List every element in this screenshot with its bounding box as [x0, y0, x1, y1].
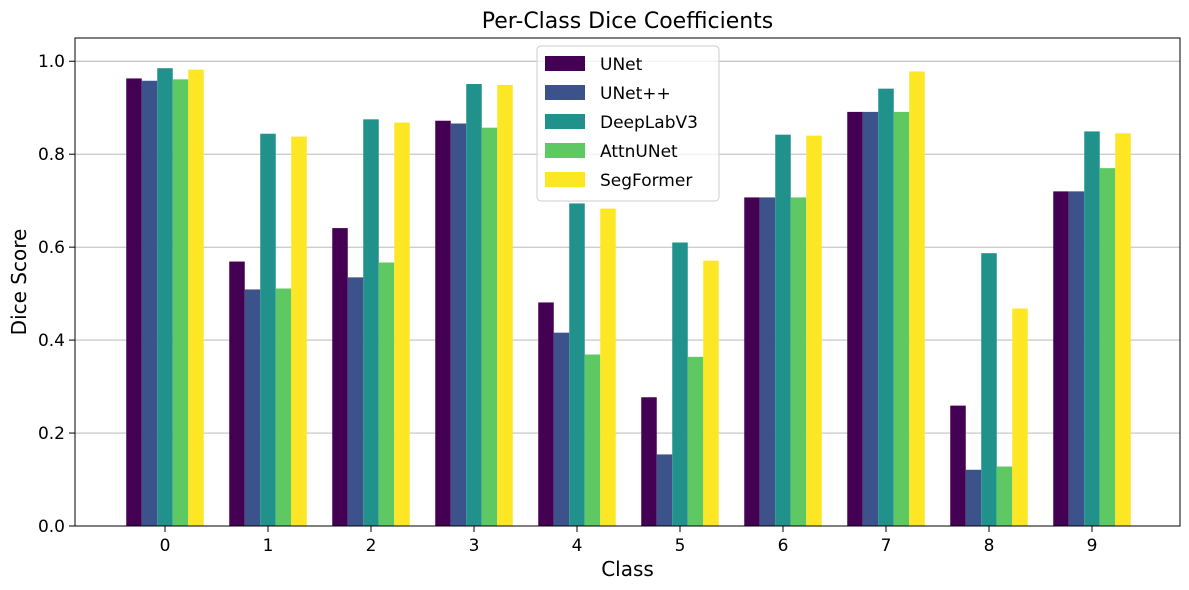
bar-segformer-class-6 — [806, 135, 822, 526]
bar-deeplabv3-class-8 — [981, 253, 997, 527]
bar-attnunet-class-8 — [996, 466, 1013, 526]
legend-label: SegFormer — [600, 171, 692, 191]
bar-segformer-class-1 — [291, 136, 307, 526]
bar-unet-class-2 — [332, 228, 348, 526]
bar-unet-class-4 — [538, 302, 554, 526]
x-tick-label: 4 — [572, 536, 583, 556]
x-tick-label: 3 — [469, 536, 480, 556]
bar-segformer-class-4 — [600, 208, 616, 526]
bar-segformer-class-0 — [188, 69, 204, 526]
x-axis-label: Class — [601, 557, 654, 581]
bar-unet--class-2 — [347, 277, 364, 526]
bar-segformer-class-3 — [497, 84, 513, 526]
legend-swatch — [545, 172, 585, 187]
bar-attnunet-class-5 — [687, 356, 704, 526]
legend-label: DeepLabV3 — [600, 113, 698, 133]
legend-swatch — [545, 143, 585, 158]
bar-unet-class-9 — [1053, 191, 1069, 526]
legend-swatch — [545, 85, 585, 100]
bar-unet--class-4 — [553, 332, 570, 526]
x-tick-label: 2 — [366, 536, 377, 556]
bar-unet-class-6 — [744, 197, 760, 526]
legend-swatch — [545, 114, 585, 129]
bar-unet--class-6 — [759, 197, 776, 526]
y-tick-label: 1.0 — [38, 52, 65, 72]
bar-unet-class-3 — [435, 120, 451, 527]
bar-unet--class-1 — [244, 289, 261, 526]
bar-segformer-class-8 — [1012, 308, 1028, 526]
bar-attnunet-class-6 — [790, 197, 807, 526]
bar-attnunet-class-4 — [584, 354, 601, 526]
bar-unet--class-9 — [1068, 191, 1085, 526]
bar-deeplabv3-class-7 — [878, 88, 894, 526]
bar-deeplabv3-class-5 — [672, 242, 688, 526]
y-tick-label: 0.8 — [38, 145, 65, 165]
bar-attnunet-class-1 — [275, 288, 292, 526]
bar-unet-class-1 — [229, 261, 245, 526]
y-tick-label: 0.0 — [38, 517, 65, 537]
y-tick-label: 0.6 — [38, 238, 65, 258]
bar-deeplabv3-class-2 — [363, 119, 379, 526]
bar-unet--class-7 — [862, 111, 879, 526]
bar-attnunet-class-0 — [172, 79, 189, 527]
y-tick-label: 0.4 — [38, 331, 65, 351]
x-tick-label: 0 — [160, 536, 171, 556]
bar-unet--class-0 — [141, 80, 158, 527]
legend-label: UNet — [600, 55, 643, 75]
bar-unet--class-3 — [450, 123, 467, 527]
y-tick-label: 0.2 — [38, 424, 65, 444]
legend: UNet UNet++ DeepLabV3 AttnUNet SegFormer — [536, 45, 720, 202]
bar-unet-class-0 — [126, 78, 142, 526]
bar-unet-class-5 — [641, 397, 657, 526]
bar-segformer-class-2 — [394, 122, 410, 526]
bar-unet--class-5 — [656, 454, 673, 526]
bar-deeplabv3-class-9 — [1084, 131, 1100, 526]
bar-unet--class-8 — [965, 469, 982, 526]
bar-segformer-class-7 — [909, 71, 925, 526]
bar-attnunet-class-9 — [1099, 168, 1116, 526]
plot-frame — [74, 37, 1181, 527]
bar-attnunet-class-7 — [893, 111, 910, 526]
x-axis-ticks: 0 1 2 3 4 5 6 7 8 9 — [160, 526, 1098, 556]
legend-box — [536, 45, 720, 202]
x-tick-label: 9 — [1087, 536, 1098, 556]
bar-deeplabv3-class-6 — [775, 134, 791, 526]
x-tick-label: 8 — [984, 536, 995, 556]
x-tick-label: 7 — [881, 536, 892, 556]
y-axis-ticks: 0.0 0.2 0.4 0.6 0.8 1.0 — [38, 52, 75, 537]
bar-deeplabv3-class-1 — [260, 133, 276, 526]
bar-attnunet-class-3 — [481, 127, 498, 527]
legend-swatch — [545, 56, 585, 71]
bar-unet-class-8 — [950, 405, 966, 526]
bar-attnunet-class-2 — [378, 262, 395, 526]
bars — [126, 68, 1131, 527]
x-tick-label: 1 — [263, 536, 274, 556]
x-tick-label: 5 — [675, 536, 686, 556]
x-tick-label: 6 — [778, 536, 789, 556]
bar-unet-class-7 — [847, 111, 863, 526]
bar-segformer-class-9 — [1115, 133, 1131, 526]
y-axis-label: Dice Score — [7, 229, 31, 336]
legend-label: AttnUNet — [600, 142, 678, 162]
bar-deeplabv3-class-3 — [466, 84, 482, 527]
bar-deeplabv3-class-4 — [569, 203, 585, 526]
chart-title: Per-Class Dice Coefficients — [482, 9, 774, 34]
bar-deeplabv3-class-0 — [157, 68, 173, 526]
legend-label: UNet++ — [600, 84, 671, 104]
bar-segformer-class-5 — [703, 260, 719, 526]
